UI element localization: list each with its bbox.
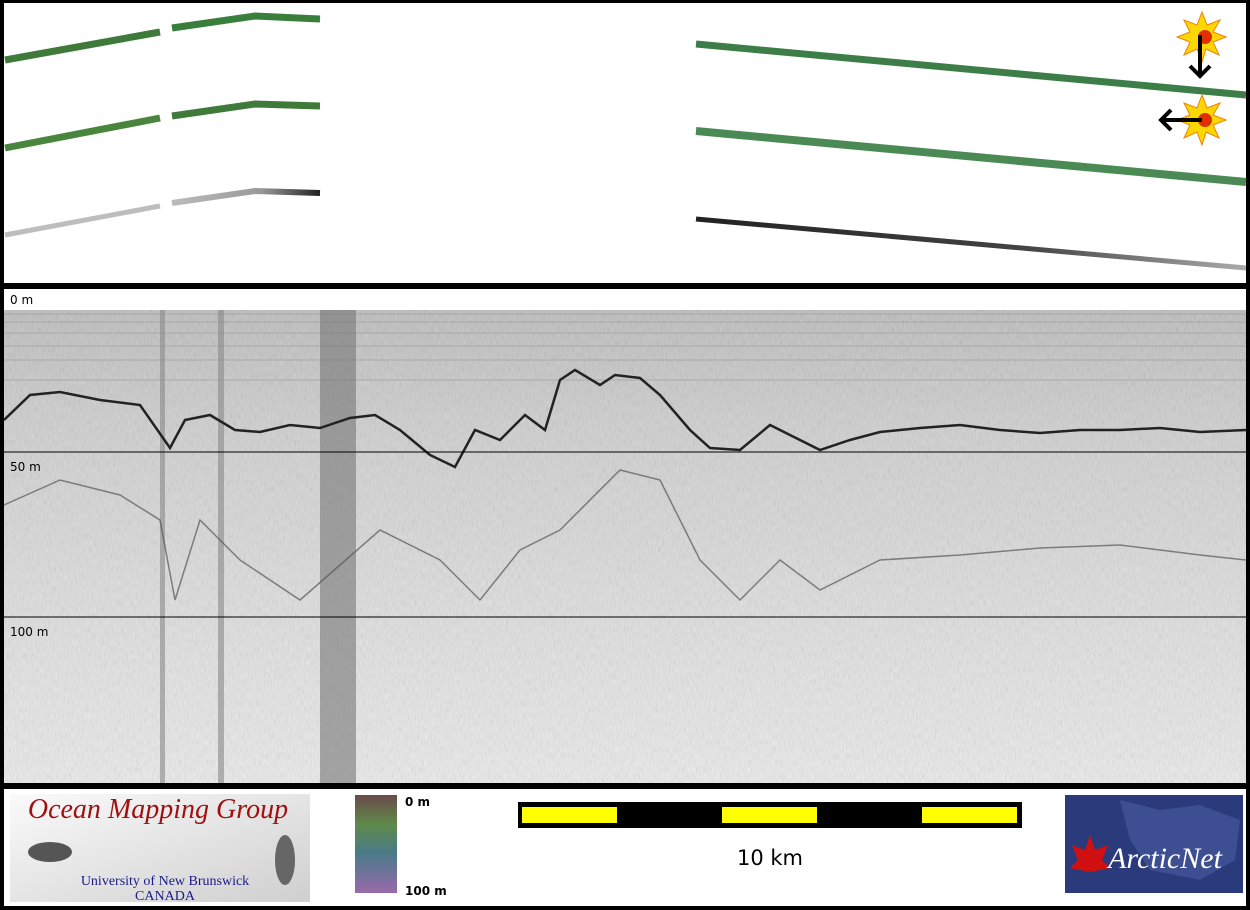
maple-leaf [1070, 835, 1110, 872]
sun-icon [1158, 93, 1228, 147]
colorbar-label: 0 m [405, 795, 430, 809]
plan-panel [4, 3, 1246, 283]
sun-icon [1175, 10, 1228, 79]
colorbar [355, 795, 397, 893]
depth-label: 50 m [10, 460, 41, 474]
scale-label: 10 km [737, 846, 803, 870]
arcticnet-name: ArcticNet [1106, 842, 1223, 875]
depth-label: 0 m [10, 293, 33, 307]
logo-country: CANADA [135, 889, 196, 904]
logo-subtitle: University of New Brunswick [81, 874, 249, 889]
scale-segment [522, 807, 617, 823]
surface-bands [4, 313, 1246, 381]
scale-segment [722, 807, 817, 823]
logo-title: Ocean Mapping Group [28, 794, 288, 825]
echogram-noise [4, 310, 1246, 783]
colorbar-label: 100 m [405, 884, 447, 898]
sub-bottom [3, 469, 1247, 602]
scale-segment [922, 807, 1017, 823]
logo-map [1120, 800, 1240, 880]
depth-label: 100 m [10, 625, 48, 639]
logo-shape [28, 842, 72, 862]
track-strips [4, 12, 1247, 271]
noise-columns [160, 310, 356, 783]
seabed [3, 368, 1247, 469]
logo-shape [275, 835, 295, 885]
